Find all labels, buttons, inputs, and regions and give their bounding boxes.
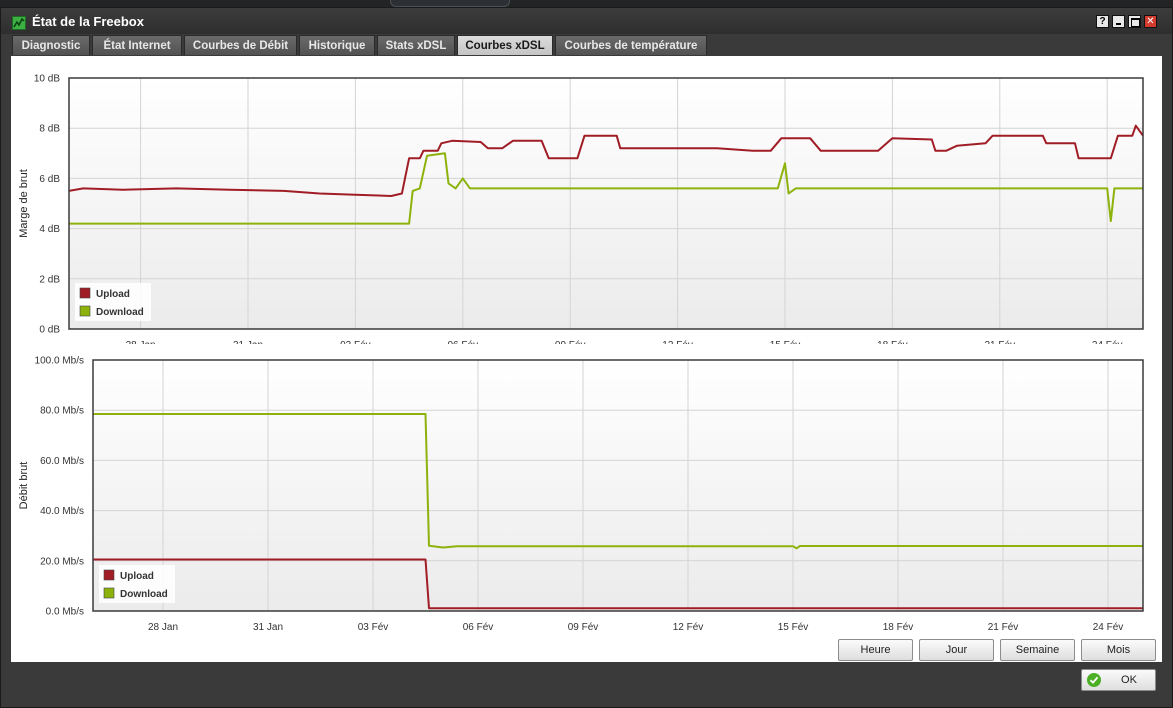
snr-margin-chart: 0 dB 2 dB 4 dB 6 dB 8 dB 10 dB 28 Jan 31 Jan 03 … — [18, 74, 1144, 344]
top-notch — [390, 0, 510, 7]
tab-historique[interactable]: Historique — [299, 35, 375, 55]
y-tick-label: 100.0 Mb/s — [35, 356, 84, 367]
x-tick-label: 21 Fév — [985, 340, 1016, 344]
y-axis-label: Débit brut — [18, 462, 30, 510]
x-tick-label: 18 Fév — [877, 340, 908, 344]
bitrate-chart: 0.0 Mb/s 20.0 Mb/s 40.0 Mb/s 60.0 Mb/s 80.0 … — [18, 356, 1144, 630]
series-line-download — [69, 152, 1143, 225]
maximize-icon[interactable] — [1128, 15, 1141, 28]
y-tick-label: 0.0 Mb/s — [46, 607, 84, 618]
range-month-button[interactable]: Mois — [1081, 639, 1156, 661]
x-tick-label: 31 Jan — [233, 340, 263, 344]
range-day-button[interactable]: Jour — [919, 639, 994, 661]
legend-swatch-download — [103, 587, 115, 599]
legend-label-upload: Upload — [120, 571, 154, 582]
freebox-app-icon — [12, 16, 26, 30]
legend-label-upload: Upload — [96, 289, 130, 300]
x-tick-label: 24 Fév — [1092, 340, 1123, 344]
y-tick-label: 60.0 Mb/s — [40, 456, 84, 467]
x-tick-label: 12 Fév — [673, 622, 704, 630]
x-tick-label: 28 Jan — [126, 340, 156, 344]
tab-courbes-debit[interactable]: Courbes de Débit — [184, 35, 297, 55]
ok-label: OK — [1121, 674, 1137, 686]
y-tick-label: 10 dB — [34, 74, 60, 85]
plot-border — [92, 359, 1144, 612]
x-tick-label: 12 Fév — [662, 340, 693, 344]
close-icon[interactable]: ✕ — [1144, 15, 1157, 28]
y-tick-label: 8 dB — [39, 124, 60, 135]
y-axis-label: Marge de brut — [18, 169, 30, 237]
plot-area — [93, 360, 1143, 611]
y-tick-label: 2 dB — [39, 274, 60, 285]
legend-swatch-upload — [79, 287, 91, 299]
y-tick-label: 0 dB — [39, 325, 60, 336]
legend-swatch-upload — [103, 569, 115, 581]
x-tick-label: 06 Fév — [463, 622, 494, 630]
series-line-upload — [93, 558, 1143, 610]
dialog-footer — [1, 662, 1172, 707]
plot-area — [69, 78, 1143, 329]
help-icon[interactable]: ? — [1096, 15, 1109, 28]
window-title: État de la Freebox — [32, 14, 144, 29]
x-tick-label: 15 Fév — [778, 622, 809, 630]
check-circle-icon — [1087, 673, 1101, 687]
title-bar[interactable]: État de la Freebox ? ✕ — [1, 8, 1172, 34]
x-tick-label: 28 Jan — [148, 622, 178, 630]
series-line-download — [93, 413, 1143, 550]
x-tick-label: 15 Fév — [770, 340, 801, 344]
x-tick-label: 21 Fév — [988, 622, 1019, 630]
legend-label-download: Download — [120, 589, 168, 600]
y-tick-label: 40.0 Mb/s — [40, 506, 84, 517]
tab-etat-internet[interactable]: État Internet — [92, 35, 182, 55]
tab-courbes-xdsl[interactable]: Courbes xDSL — [457, 35, 553, 55]
y-tick-label: 20.0 Mb/s — [40, 556, 84, 567]
x-tick-label: 09 Fév — [555, 340, 586, 344]
ok-button[interactable]: OK — [1081, 669, 1156, 691]
legend-swatch-download — [79, 305, 91, 317]
tab-courbes-temperature[interactable]: Courbes de température — [555, 35, 707, 55]
tab-diagnostic[interactable]: Diagnostic — [12, 35, 90, 55]
y-tick-label: 6 dB — [39, 174, 60, 185]
x-tick-label: 03 Fév — [358, 622, 389, 630]
x-tick-label: 06 Fév — [448, 340, 479, 344]
range-hour-button[interactable]: Heure — [838, 639, 913, 661]
plot-border — [68, 77, 1144, 330]
legend-label-download: Download — [96, 307, 144, 318]
x-tick-label: 03 Fév — [340, 340, 371, 344]
x-tick-label: 31 Jan — [253, 622, 283, 630]
series-line-upload — [68, 124, 1144, 197]
x-tick-label: 09 Fév — [568, 622, 599, 630]
range-week-button[interactable]: Semaine — [1000, 639, 1075, 661]
tab-stats-xdsl[interactable]: Stats xDSL — [377, 35, 455, 55]
x-tick-label: 24 Fév — [1093, 622, 1124, 630]
minimize-icon[interactable] — [1112, 15, 1125, 28]
y-tick-label: 4 dB — [39, 224, 60, 235]
xdsl-charts-panel: 0 dB 2 dB 4 dB 6 dB 8 dB 10 dB 28 Jan 31 Jan 03 … — [11, 56, 1162, 662]
x-tick-label: 18 Fév — [883, 622, 914, 630]
freebox-status-window: État de la Freebox ? ✕ Diagnostic État I… — [0, 7, 1173, 708]
y-tick-label: 80.0 Mb/s — [40, 406, 84, 417]
